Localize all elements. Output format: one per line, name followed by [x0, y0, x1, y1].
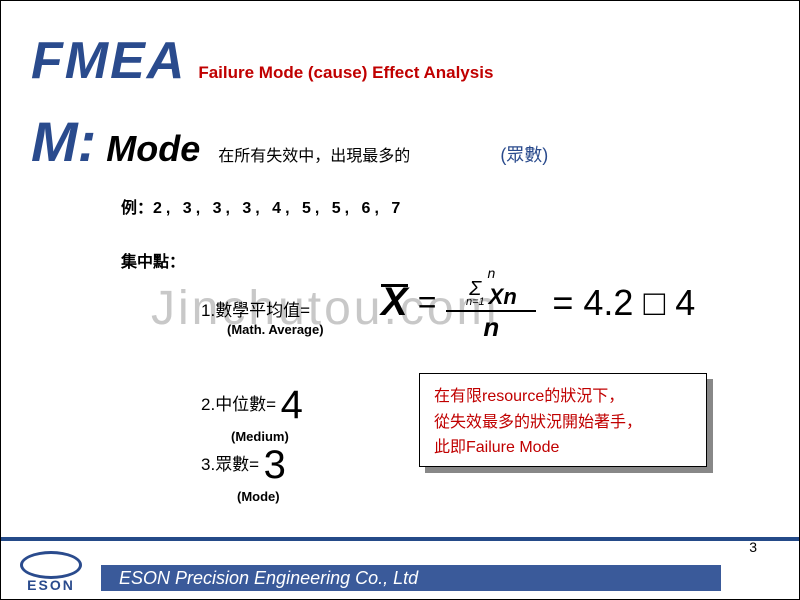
mode-zh: 眾數=	[215, 455, 259, 474]
callout-line1: 在有限resource的狀況下，	[434, 384, 692, 410]
mode-paren: (眾數)	[500, 141, 548, 167]
mode-desc: 在所有失效中，出現最多的	[218, 142, 410, 166]
med-zh: 中位數=	[215, 395, 276, 414]
avg-en: (Math. Average)	[227, 322, 324, 337]
sum-n: n	[487, 266, 495, 280]
xbar: X	[381, 280, 408, 325]
title-sub: Failure Mode (cause) Effect Analysis	[198, 63, 493, 83]
callout-box: 在有限resource的狀況下， 從失效最多的狀況開始著手， 此即Failure…	[419, 373, 707, 467]
med-idx: 2.	[201, 395, 215, 414]
example-label: 例：	[121, 200, 153, 217]
med-value: 4	[281, 383, 303, 427]
callout-line2: 從失效最多的狀況開始著手，	[434, 410, 692, 436]
example-data: 2, 3, 3, 3, 4, 5, 5, 6, 7	[153, 200, 404, 217]
item-mode: 3.眾數= 3 (Mode)	[201, 443, 286, 506]
example-row: 例：2, 3, 3, 3, 4, 5, 5, 6, 7	[121, 194, 769, 218]
xn: Xn	[489, 286, 517, 308]
mode-letter: M:	[31, 109, 96, 174]
med-en: (Medium)	[231, 429, 289, 444]
avg-zh: 數學平均值=	[215, 301, 310, 320]
formula: X = n Σ n=1 Xn n = 4.2 □ 4	[381, 266, 695, 340]
item-median: 2.中位數= 4 (Medium)	[201, 383, 303, 446]
avg-idx: 1.	[201, 301, 215, 320]
mode-word: Mode	[106, 128, 200, 170]
title-row: FMEA Failure Mode (cause) Effect Analysi…	[31, 31, 769, 91]
logo: ESON	[9, 545, 93, 593]
footer: ESON Precision Engineering Co., Ltd ESON	[1, 537, 799, 599]
logo-oval-icon	[20, 551, 82, 579]
fraction: n Σ n=1 Xn n	[446, 266, 536, 340]
sum-from: n=1	[466, 298, 485, 308]
mode-en: (Mode)	[237, 489, 280, 504]
item-average: 1.數學平均值= (Math. Average)	[201, 296, 324, 339]
mode-idx: 3.	[201, 455, 215, 474]
logo-text: ESON	[27, 577, 75, 593]
slide: FMEA Failure Mode (cause) Effect Analysi…	[1, 1, 799, 599]
equals-1: =	[418, 284, 437, 321]
title-main: FMEA	[31, 31, 186, 91]
footer-company: ESON Precision Engineering Co., Ltd	[119, 568, 418, 589]
mode-row: M: Mode 在所有失效中，出現最多的 (眾數)	[31, 109, 769, 174]
formula-result: = 4.2 □ 4	[552, 282, 695, 324]
callout-line3: 此即Failure Mode	[434, 435, 692, 461]
footer-bar: ESON Precision Engineering Co., Ltd	[101, 565, 721, 591]
mode-value: 3	[264, 443, 286, 487]
denom: n	[483, 314, 499, 340]
